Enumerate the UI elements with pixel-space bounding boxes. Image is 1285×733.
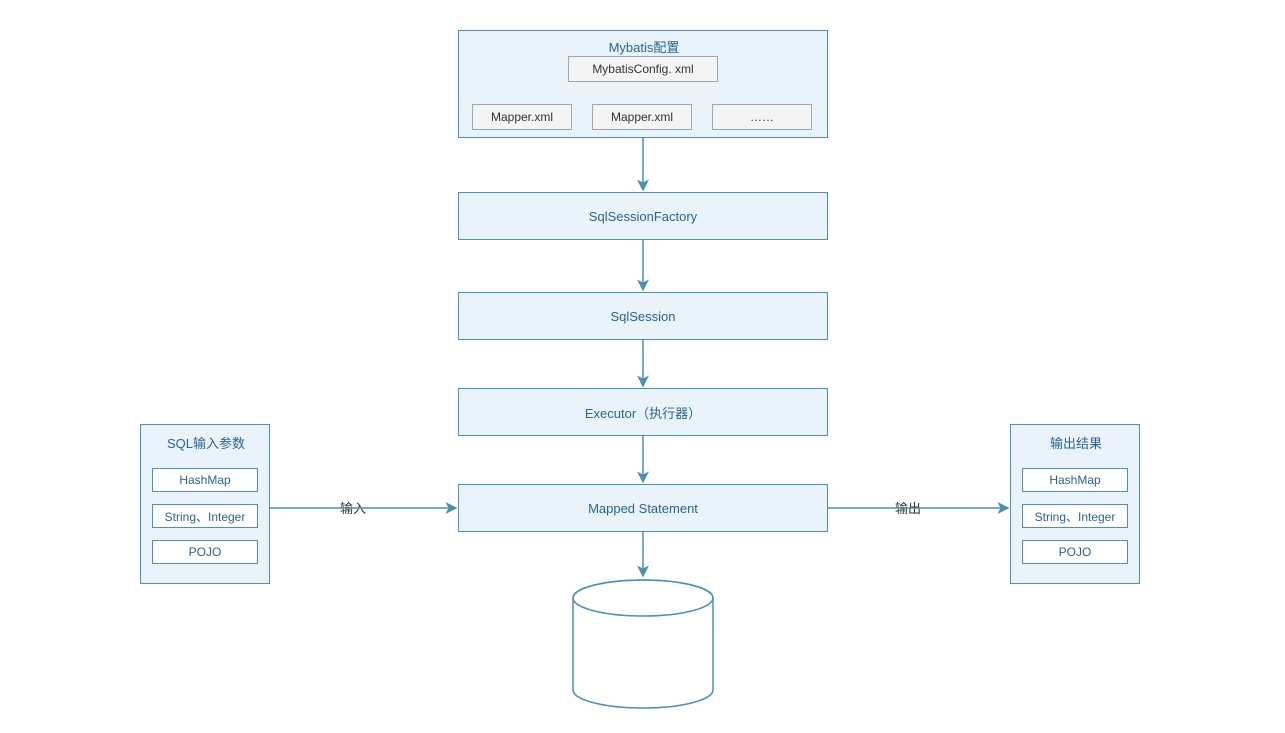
executor: Executor（执行器） [458, 388, 828, 436]
sql-session-factory: SqlSessionFactory [458, 192, 828, 240]
config-title: Mybatis配置 [459, 37, 829, 56]
output-hashmap: HashMap [1022, 468, 1128, 492]
label-input: 输入 [340, 498, 366, 517]
label-output: 输出 [895, 498, 921, 517]
config-mapper2: Mapper.xml [592, 104, 692, 130]
database-label: 数据库 [593, 640, 693, 659]
input-hashmap: HashMap [152, 468, 258, 492]
config-main-file: MybatisConfig. xml [568, 56, 718, 82]
config-mapper1: Mapper.xml [472, 104, 572, 130]
output-title: 输出结果 [1011, 433, 1141, 452]
input-string-integer: String、Integer [152, 504, 258, 528]
output-pojo: POJO [1022, 540, 1128, 564]
input-pojo: POJO [152, 540, 258, 564]
sql-session: SqlSession [458, 292, 828, 340]
input-title: SQL输入参数 [141, 433, 271, 452]
config-more: …… [712, 104, 812, 130]
output-string-integer: String、Integer [1022, 504, 1128, 528]
mapped-statement: Mapped Statement [458, 484, 828, 532]
